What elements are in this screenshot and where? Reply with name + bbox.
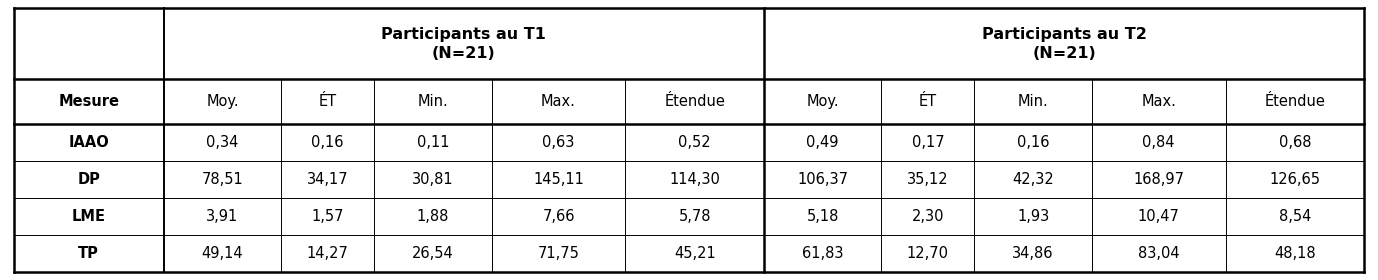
Text: 0,68: 0,68 bbox=[1279, 135, 1310, 150]
Text: 2,30: 2,30 bbox=[912, 209, 944, 224]
Text: 12,70: 12,70 bbox=[907, 246, 949, 261]
Text: 61,83: 61,83 bbox=[802, 246, 843, 261]
Text: 168,97: 168,97 bbox=[1133, 172, 1184, 187]
Text: 34,17: 34,17 bbox=[307, 172, 349, 187]
Text: 0,16: 0,16 bbox=[311, 135, 344, 150]
Text: 126,65: 126,65 bbox=[1269, 172, 1320, 187]
Text: 0,63: 0,63 bbox=[543, 135, 575, 150]
Text: 5,18: 5,18 bbox=[806, 209, 839, 224]
Text: LME: LME bbox=[72, 209, 106, 224]
Text: 34,86: 34,86 bbox=[1013, 246, 1054, 261]
Text: 114,30: 114,30 bbox=[670, 172, 721, 187]
Text: 0,16: 0,16 bbox=[1017, 135, 1050, 150]
Text: Max.: Max. bbox=[1141, 94, 1177, 109]
Text: Max.: Max. bbox=[542, 94, 576, 109]
Text: Étendue: Étendue bbox=[664, 94, 725, 109]
Text: 0,49: 0,49 bbox=[806, 135, 839, 150]
Text: 30,81: 30,81 bbox=[412, 172, 453, 187]
Text: 83,04: 83,04 bbox=[1138, 246, 1180, 261]
Text: 1,93: 1,93 bbox=[1017, 209, 1049, 224]
Text: 0,17: 0,17 bbox=[912, 135, 944, 150]
Text: Moy.: Moy. bbox=[207, 94, 238, 109]
Text: 42,32: 42,32 bbox=[1013, 172, 1054, 187]
Text: ÉT: ÉT bbox=[318, 94, 336, 109]
Text: 71,75: 71,75 bbox=[537, 246, 580, 261]
Text: Min.: Min. bbox=[1018, 94, 1049, 109]
Text: 0,11: 0,11 bbox=[416, 135, 449, 150]
Text: Participants au T2
(N=21): Participants au T2 (N=21) bbox=[981, 27, 1146, 61]
Text: 0,34: 0,34 bbox=[207, 135, 238, 150]
Text: 0,84: 0,84 bbox=[1142, 135, 1175, 150]
Text: TP: TP bbox=[79, 246, 99, 261]
Text: 26,54: 26,54 bbox=[412, 246, 453, 261]
Text: 5,78: 5,78 bbox=[678, 209, 711, 224]
Text: Mesure: Mesure bbox=[58, 94, 120, 109]
Text: 35,12: 35,12 bbox=[907, 172, 948, 187]
Text: Moy.: Moy. bbox=[806, 94, 839, 109]
Text: 7,66: 7,66 bbox=[543, 209, 575, 224]
Text: 0,52: 0,52 bbox=[678, 135, 711, 150]
Text: 3,91: 3,91 bbox=[207, 209, 238, 224]
Text: 49,14: 49,14 bbox=[201, 246, 244, 261]
Text: Étendue: Étendue bbox=[1265, 94, 1326, 109]
Text: ÉT: ÉT bbox=[919, 94, 937, 109]
Text: IAAO: IAAO bbox=[69, 135, 109, 150]
Text: 1,57: 1,57 bbox=[311, 209, 344, 224]
Text: 78,51: 78,51 bbox=[201, 172, 244, 187]
Text: 106,37: 106,37 bbox=[798, 172, 849, 187]
Text: 10,47: 10,47 bbox=[1138, 209, 1180, 224]
Text: DP: DP bbox=[77, 172, 101, 187]
Text: Participants au T1
(N=21): Participants au T1 (N=21) bbox=[382, 27, 546, 61]
Text: 14,27: 14,27 bbox=[307, 246, 349, 261]
Text: 48,18: 48,18 bbox=[1275, 246, 1316, 261]
Text: 45,21: 45,21 bbox=[674, 246, 715, 261]
Text: 8,54: 8,54 bbox=[1279, 209, 1310, 224]
Text: 1,88: 1,88 bbox=[416, 209, 449, 224]
Text: 145,11: 145,11 bbox=[533, 172, 584, 187]
Text: Min.: Min. bbox=[418, 94, 448, 109]
